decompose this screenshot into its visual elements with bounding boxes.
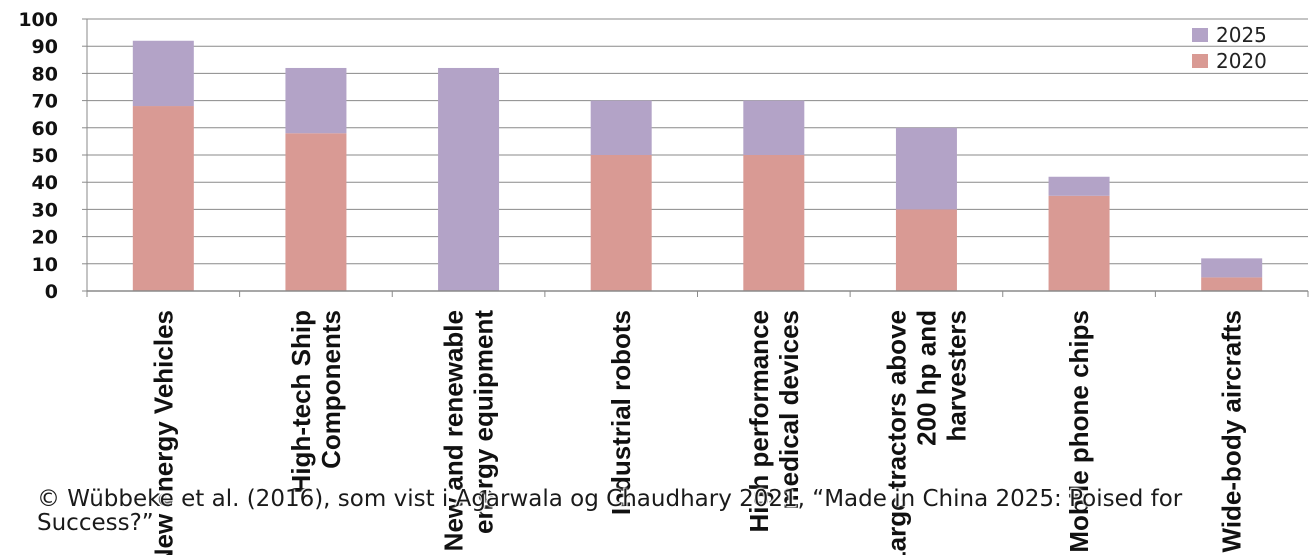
bar-2025-7	[1201, 258, 1263, 278]
x-category-label: Mobile phone chips	[1064, 310, 1094, 553]
bar-2020-0	[132, 106, 194, 291]
y-tick-label: 90	[32, 36, 58, 58]
bar-2025-3	[590, 100, 652, 155]
image-caption: © Wübbeke et al. (2016), som vist i Agar…	[37, 486, 1183, 536]
bar-2025-4	[743, 100, 805, 155]
bar-2020-5	[895, 209, 957, 291]
y-tick-label: 30	[32, 199, 58, 221]
x-axis	[86, 290, 1309, 297]
y-tick-label: 70	[32, 91, 58, 113]
y-tick-label: 80	[32, 63, 58, 85]
x-category-label: High performancemedical devices	[744, 310, 804, 533]
bar-2025-5	[895, 127, 957, 210]
x-category-label: New energy Vehicles	[148, 310, 178, 555]
y-tick-label: 10	[32, 254, 58, 276]
x-category-label: Large tractors above200 hp andharvesters	[881, 310, 971, 555]
bar-2020-7	[1201, 277, 1263, 291]
x-category-label: New and renewableenergy equipment	[439, 310, 499, 552]
bar-2020-3	[590, 155, 652, 291]
x-category-label: High-tech ShipComponents	[286, 310, 346, 493]
legend-label-2020: 2020	[1216, 49, 1267, 73]
bar-2025-1	[285, 67, 347, 134]
legend-label-2025: 2025	[1216, 23, 1267, 47]
y-tick-label: 50	[32, 145, 58, 167]
bar-2020-6	[1048, 195, 1110, 291]
legend-swatch-2025	[1192, 28, 1208, 42]
bar-2025-6	[1048, 176, 1110, 196]
bar-2025-2	[438, 67, 500, 292]
y-tick-label: 60	[32, 118, 58, 140]
bar-2020-4	[743, 155, 805, 291]
y-tick-label: 20	[32, 227, 58, 249]
bar-2025-0	[132, 40, 194, 107]
x-category-label: Industrial robots	[606, 310, 636, 515]
legend-swatch-2020	[1192, 54, 1208, 68]
y-axis: 0 10 20 30 40 50 60 70 80 90 100	[18, 9, 88, 303]
y-tick-label: 40	[32, 172, 58, 194]
x-category-label: Wide-body aircrafts	[1217, 310, 1247, 552]
y-tick-label: 100	[18, 9, 58, 31]
bars	[132, 40, 1263, 292]
bar-2020-1	[285, 133, 347, 291]
y-tick-label: 0	[45, 281, 58, 303]
gridlines	[87, 18, 1308, 292]
x-tick-labels: New energy Vehicles High-tech ShipCompone…	[148, 310, 1246, 555]
